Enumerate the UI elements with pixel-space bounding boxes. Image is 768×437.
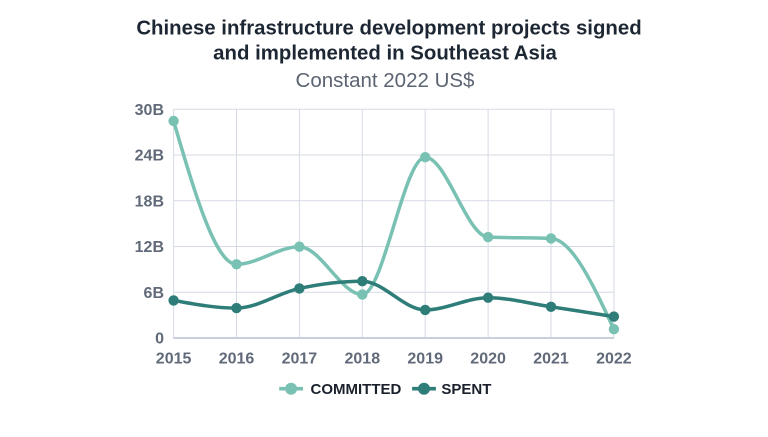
svg-text:18B: 18B <box>135 193 164 210</box>
svg-text:2016: 2016 <box>219 351 255 368</box>
svg-text:2017: 2017 <box>282 351 318 368</box>
svg-text:2022: 2022 <box>596 351 632 368</box>
svg-text:0: 0 <box>155 331 164 348</box>
svg-text:and implemented in Southeast A: and implemented in Southeast Asia <box>213 43 557 65</box>
svg-text:SPENT: SPENT <box>441 381 491 398</box>
svg-text:2021: 2021 <box>533 351 569 368</box>
svg-text:2020: 2020 <box>470 351 506 368</box>
svg-text:COMMITTED: COMMITTED <box>311 381 402 398</box>
svg-text:Constant 2022 US$: Constant 2022 US$ <box>296 69 476 92</box>
svg-text:2019: 2019 <box>407 351 443 368</box>
svg-text:Chinese infrastructure develop: Chinese infrastructure development proje… <box>136 18 641 40</box>
svg-text:12B: 12B <box>135 239 164 256</box>
svg-text:2018: 2018 <box>345 351 381 368</box>
svg-text:24B: 24B <box>135 148 164 165</box>
svg-text:2015: 2015 <box>156 351 192 368</box>
svg-text:30B: 30B <box>135 102 164 119</box>
svg-text:6B: 6B <box>144 285 164 302</box>
